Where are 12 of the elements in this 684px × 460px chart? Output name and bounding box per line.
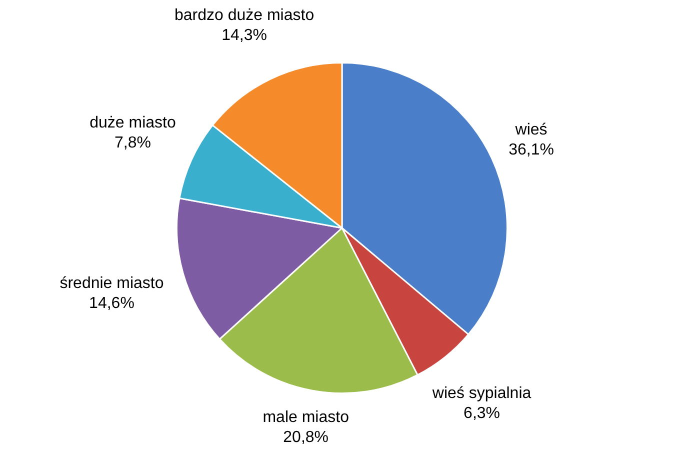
data-label: 14,6%: [89, 295, 134, 312]
data-label: 6,3%: [464, 404, 500, 422]
data-label: 36,1%: [508, 141, 554, 158]
data-label: 7,8%: [114, 134, 151, 152]
data-label: 14,3%: [222, 26, 267, 44]
slice-label: wieś: [514, 121, 548, 138]
slice-label: wieś sypialnia: [431, 384, 532, 402]
data-label: 20,8%: [283, 428, 329, 446]
slice-label: bardzo duże miasto: [174, 6, 314, 24]
slice-label: średnie miasto: [60, 275, 164, 292]
slice-label: duże miasto: [90, 114, 176, 132]
slice-label: male miasto: [262, 408, 350, 426]
